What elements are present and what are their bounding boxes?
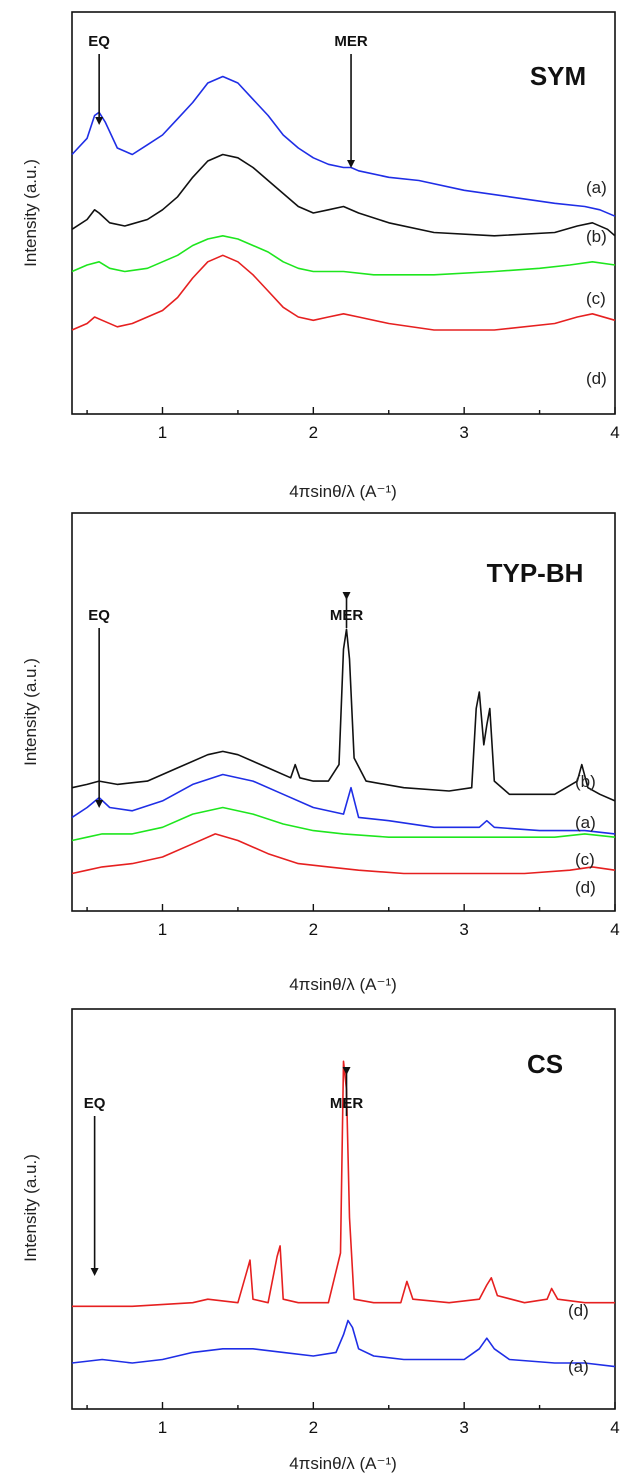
y-axis-label: Intensity (a.u.) (21, 658, 40, 766)
series-d-line (71, 254, 616, 331)
plot-frame (71, 1008, 616, 1410)
curve-label-d: (d) (575, 878, 596, 897)
curve-label-d: (d) (586, 369, 607, 388)
series-b-line (71, 628, 616, 802)
curve-label-d: (d) (568, 1301, 589, 1320)
x-tick-label: 3 (459, 423, 468, 442)
x-tick-label: 3 (459, 1418, 468, 1437)
series-a-line (71, 75, 616, 217)
x-tick-label: 1 (158, 423, 167, 442)
annotation-eq-arrowhead (95, 117, 104, 125)
curve-label-c: (c) (575, 850, 595, 869)
series-b-line (71, 153, 616, 237)
x-tick-label: 2 (309, 1418, 318, 1437)
panel-title: SYM (530, 61, 586, 91)
curve-label-a: (a) (586, 178, 607, 197)
curve-label-b: (b) (586, 227, 607, 246)
series-d-line (71, 833, 616, 875)
panel-title: TYP-BH (487, 558, 584, 588)
y-axis-label-text: Intensity (a.u.) (21, 658, 40, 766)
traces (71, 628, 616, 875)
plot-frame (71, 512, 616, 912)
annotation-eq-label: EQ (88, 33, 110, 50)
series-c-line (71, 235, 616, 276)
panel-title: CS (527, 1049, 563, 1079)
y-axis-label: Intensity (a.u.) (21, 159, 40, 267)
x-ticks: 1 2 3 4 (86, 1402, 620, 1437)
annotation-mer-arrowhead (347, 160, 356, 168)
annotation-eq-arrowhead (95, 800, 104, 808)
x-tick-label: 2 (309, 423, 318, 442)
curve-labels: (b) (a) (c) (d) (575, 772, 596, 897)
curve-labels: (d) (a) (568, 1301, 589, 1376)
x-tick-label: 2 (309, 920, 318, 939)
curve-labels: (a) (b) (c) (d) (586, 178, 607, 388)
x-tick-label: 4 (610, 920, 619, 939)
x-axis-label: 4πsinθ/λ (A⁻¹) (289, 1454, 397, 1473)
curve-label-c: (c) (586, 289, 606, 308)
curve-label-a: (a) (575, 813, 596, 832)
x-ticks: 1 2 3 4 (86, 407, 620, 442)
plot-frame (71, 11, 616, 415)
series-a-line (71, 773, 616, 835)
annotation-mer-arrowhead (342, 592, 351, 600)
annotation-mer-arrowhead (342, 1067, 351, 1075)
annotation-eq-arrowhead (90, 1268, 99, 1276)
y-axis-label: Intensity (a.u.) (21, 1154, 40, 1262)
traces (71, 1060, 616, 1368)
y-axis-label-text: Intensity (a.u.) (21, 159, 40, 267)
x-axis-label: 4πsinθ/λ (A⁻¹) (289, 975, 397, 994)
annotations: EQ MER (84, 1067, 363, 1276)
x-tick-label: 1 (158, 920, 167, 939)
series-a-line (71, 1319, 616, 1368)
annotations: EQ MER (88, 592, 363, 808)
curve-label-a: (a) (568, 1357, 589, 1376)
x-axis-label: 4πsinθ/λ (A⁻¹) (289, 482, 397, 501)
annotation-eq-label: EQ (88, 607, 110, 624)
x-tick-label: 1 (158, 1418, 167, 1437)
panel-typ-bh: Intensity (a.u.) 4πsinθ/λ (A⁻¹) TYP-BH 1… (21, 512, 620, 994)
x-ticks: 1 2 3 4 (86, 904, 620, 939)
series-d-line (72, 1060, 615, 1308)
annotation-mer-label: MER (334, 33, 368, 50)
annotations: EQ MER (88, 33, 368, 168)
x-tick-label: 4 (610, 423, 619, 442)
curve-label-b: (b) (575, 772, 596, 791)
x-tick-label: 4 (610, 1418, 619, 1437)
annotation-eq-label: EQ (84, 1095, 106, 1112)
x-tick-label: 3 (459, 920, 468, 939)
traces (71, 75, 616, 331)
panel-sym: Intensity (a.u.) 4πsinθ/λ (A⁻¹) SYM 1 2 3 4… (21, 11, 620, 501)
y-axis-label-text: Intensity (a.u.) (21, 1154, 40, 1262)
series-c-line (71, 806, 616, 842)
